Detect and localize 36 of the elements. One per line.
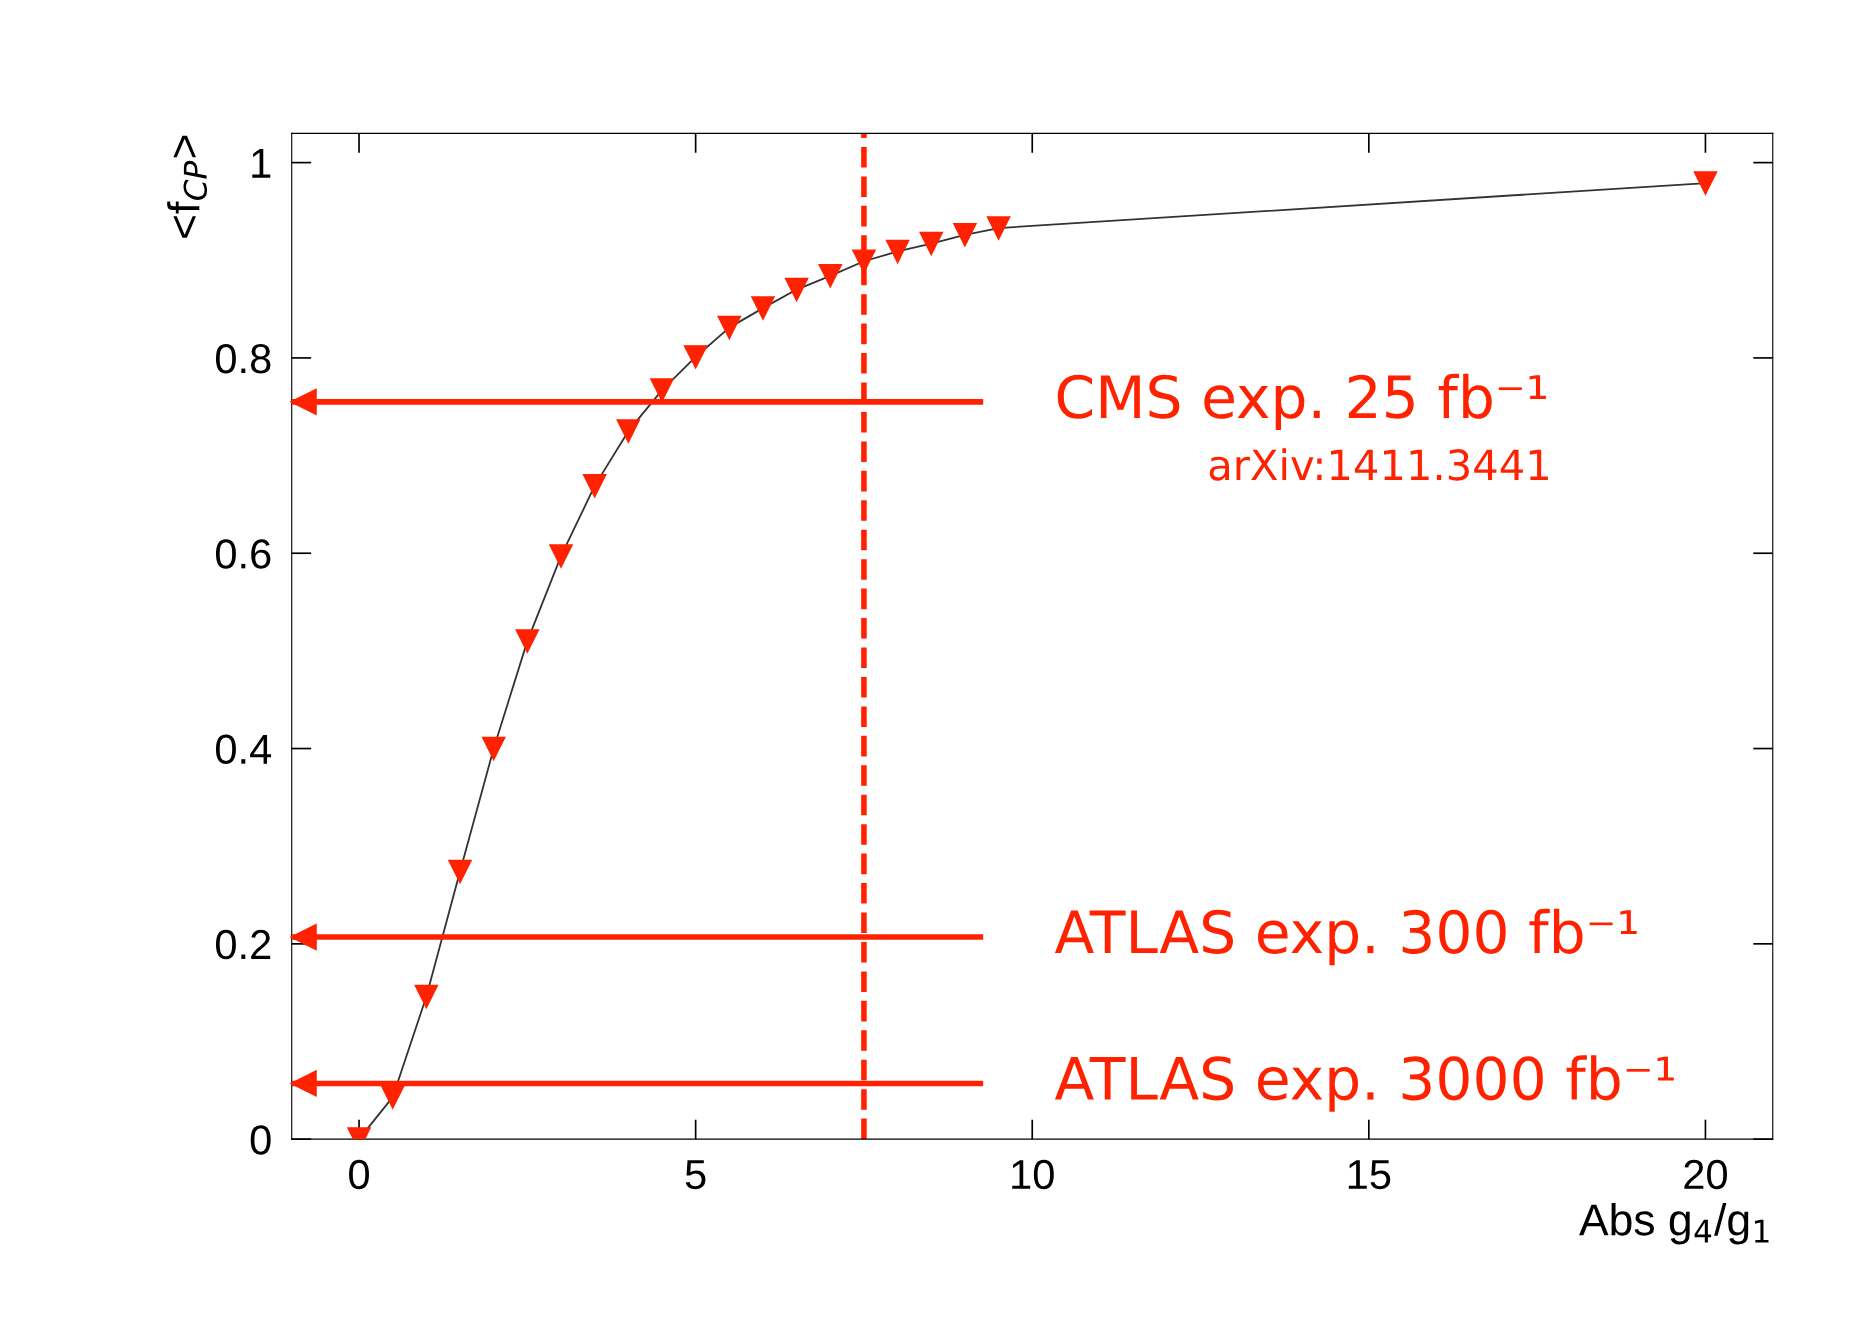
y-tick-label: 1 xyxy=(252,149,271,178)
ref-line-label: ATLAS exp. 300 fb⁻¹ xyxy=(1054,908,1637,966)
y-tick-label: 0.2 xyxy=(215,929,271,960)
point xyxy=(818,264,843,288)
point xyxy=(953,223,977,247)
point xyxy=(717,315,742,340)
point xyxy=(919,231,944,256)
point xyxy=(448,859,472,884)
point xyxy=(616,419,641,443)
y-tick-label: 0.6 xyxy=(215,539,271,569)
point xyxy=(481,736,506,761)
y-tick-label: 0.4 xyxy=(215,734,272,765)
annotation: arXiv:1411.3441 xyxy=(1209,448,1548,481)
point xyxy=(885,239,910,264)
point xyxy=(380,1085,405,1109)
x-tick-label: 10 xyxy=(1012,1159,1054,1190)
x-axis-title: Abs g$_{4}$/g$_{1}$ xyxy=(1579,1203,1769,1245)
point xyxy=(650,378,674,402)
y-axis-title: <f$_{CP}$> xyxy=(167,135,208,238)
point xyxy=(414,984,439,1009)
point xyxy=(515,629,540,653)
x-tick-label: 15 xyxy=(1348,1160,1391,1190)
x-tick-label: 20 xyxy=(1684,1159,1727,1190)
ref-line-label: ATLAS exp. 3000 fb⁻¹ xyxy=(1054,1055,1674,1112)
x-tick-label: 5 xyxy=(685,1160,706,1190)
point xyxy=(784,277,809,302)
y-tick-label: 0.8 xyxy=(215,343,271,374)
point xyxy=(582,474,607,498)
point xyxy=(751,296,775,320)
point xyxy=(986,216,1011,240)
ref-line-label: CMS exp. 25 fb⁻¹ xyxy=(1057,373,1546,431)
point xyxy=(549,544,573,568)
point xyxy=(1693,171,1718,195)
point xyxy=(683,345,708,369)
y-tick-label: 0 xyxy=(250,1125,271,1155)
x-tick-label: 0 xyxy=(349,1159,369,1190)
